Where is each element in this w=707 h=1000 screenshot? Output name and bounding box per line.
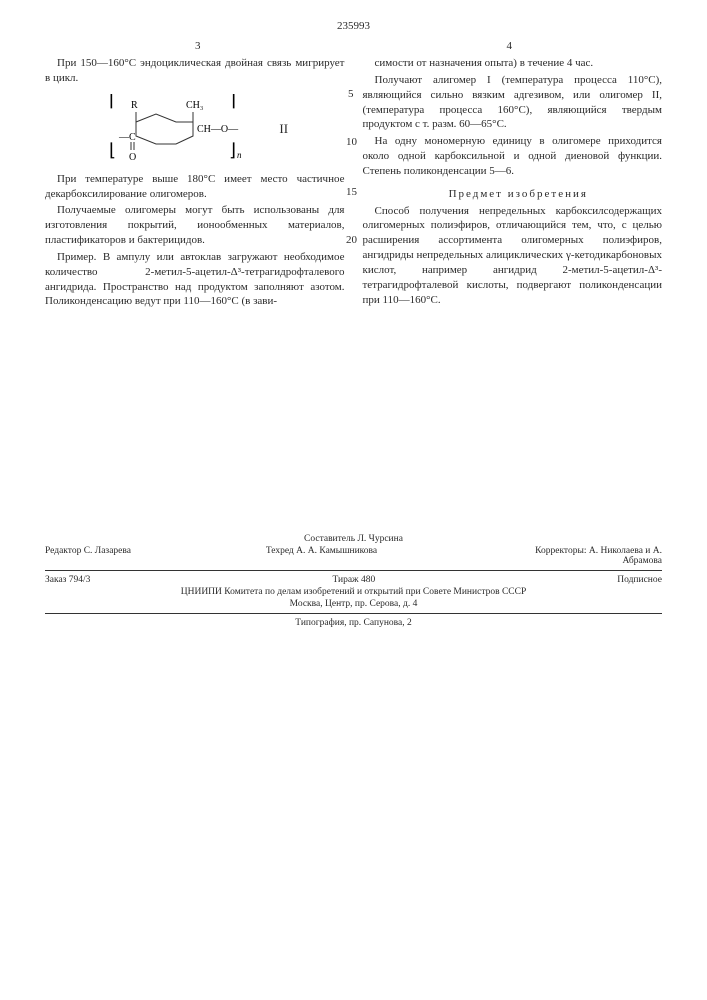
line-number-15: 15: [346, 186, 357, 198]
left-column: При 150—160°С эндоциклическая двойная св…: [45, 56, 345, 311]
svg-text:⌊: ⌊: [109, 140, 116, 160]
svg-text:CH—O—: CH—O—: [197, 124, 239, 135]
svg-text:⌋: ⌋: [229, 140, 236, 160]
svg-text:⌉: ⌉: [229, 94, 236, 110]
compiler: Составитель Л. Чурсина: [45, 534, 662, 544]
typography: Типография, пр. Сапунова, 2: [45, 618, 662, 628]
subscription: Подписное: [617, 575, 662, 585]
right-p3: На одну мономерную единицу в олигомере п…: [363, 134, 663, 179]
left-p4: Пример. В ампулу или автоклав загружают …: [45, 250, 345, 309]
line-number-20: 20: [346, 234, 357, 246]
document-number: 235993: [45, 20, 662, 32]
right-column: симости от назначения опыта) в течение 4…: [363, 56, 663, 311]
left-p3: Получаемые олигомеры могут быть использо…: [45, 203, 345, 248]
techred: Техред А. А. Камышникова: [266, 546, 377, 566]
page-left: 3: [195, 40, 201, 52]
line-number-5: 5: [348, 88, 354, 100]
svg-text:O: O: [129, 152, 136, 163]
formula-label: II: [279, 120, 288, 138]
formula-ch3: CH₃: [186, 100, 203, 111]
svg-text:⌈: ⌈: [109, 94, 116, 110]
right-p1: симости от назначения опыта) в течение 4…: [363, 56, 663, 71]
tirazh: Тираж 480: [332, 575, 375, 585]
page-right: 4: [507, 40, 513, 52]
page-numbers: 3 4: [45, 40, 662, 52]
formula-svg: ⌈ ⌊ ⌉ ⌋ R CH₃ —C CH—O— O n: [101, 94, 251, 164]
right-p2: Получают алигомер I (температура процесс…: [363, 73, 663, 132]
right-p4: Способ получения непредельных карбоксилс…: [363, 204, 663, 308]
left-p1: При 150—160°С эндоциклическая двойная св…: [45, 56, 345, 86]
subject-title: Предмет изобретения: [363, 187, 663, 202]
footer: Составитель Л. Чурсина Редактор С. Лазар…: [45, 534, 662, 630]
correctors: Корректоры: А. Николаева и А. Абрамова: [512, 546, 662, 566]
org: ЦНИИПИ Комитета по делам изобретений и о…: [45, 587, 662, 597]
line-number-10: 10: [346, 136, 357, 148]
left-p2: При температуре выше 180°С имеет место ч…: [45, 172, 345, 202]
chemical-formula: ⌈ ⌊ ⌉ ⌋ R CH₃ —C CH—O— O n II: [45, 94, 345, 164]
formula-r: R: [131, 100, 138, 111]
order: Заказ 794/3: [45, 575, 90, 585]
svg-text:n: n: [237, 150, 242, 160]
address: Москва, Центр, пр. Серова, д. 4: [45, 599, 662, 609]
editor: Редактор С. Лазарева: [45, 546, 131, 566]
svg-text:—C: —C: [118, 132, 136, 143]
